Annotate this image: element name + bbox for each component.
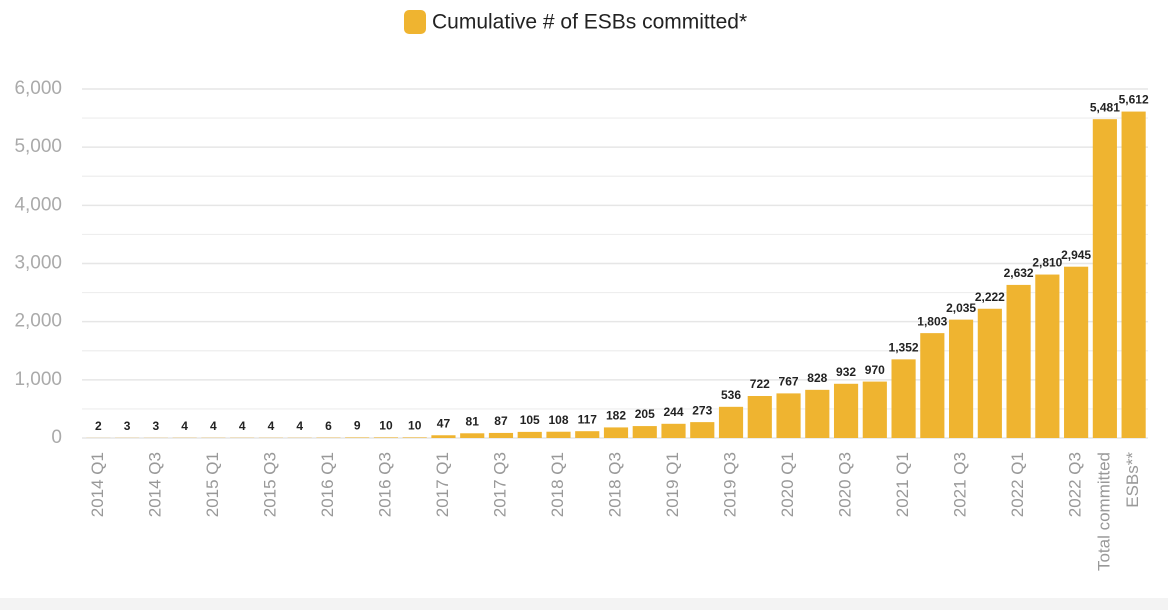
x-tick-label: 2017 Q1 bbox=[433, 452, 452, 517]
x-tick-label: 2015 Q1 bbox=[203, 452, 222, 517]
value-label: 81 bbox=[466, 414, 480, 428]
bar bbox=[718, 406, 744, 438]
bar bbox=[949, 319, 974, 438]
value-label: 4 bbox=[239, 419, 246, 433]
bar bbox=[805, 389, 830, 438]
y-tick-label: 6,000 bbox=[14, 78, 62, 99]
value-label: 2,035 bbox=[946, 301, 976, 315]
value-label: 2,810 bbox=[1032, 256, 1062, 270]
value-label: 2,632 bbox=[1004, 266, 1034, 280]
value-label: 828 bbox=[807, 371, 827, 385]
bar bbox=[1121, 111, 1146, 438]
bar bbox=[373, 437, 399, 438]
bar bbox=[546, 431, 571, 438]
bar bbox=[1064, 266, 1089, 438]
value-label: 536 bbox=[721, 388, 741, 402]
value-label: 273 bbox=[692, 403, 712, 417]
bar bbox=[891, 359, 916, 438]
x-tick-label: 2021 Q1 bbox=[893, 452, 912, 517]
value-label: 3 bbox=[124, 419, 131, 433]
value-label: 205 bbox=[635, 407, 655, 421]
x-tick-label: 2022 Q3 bbox=[1066, 452, 1085, 517]
x-tick-label: 2016 Q3 bbox=[375, 452, 394, 517]
x-tick-label: 2014 Q3 bbox=[145, 452, 164, 517]
bar bbox=[575, 431, 600, 438]
value-label: 1,352 bbox=[889, 341, 919, 355]
bar bbox=[747, 396, 772, 438]
value-label: 5,612 bbox=[1119, 93, 1149, 107]
footer-band bbox=[0, 598, 1168, 610]
bar bbox=[1006, 284, 1031, 438]
bar bbox=[1092, 119, 1117, 438]
value-label: 117 bbox=[578, 412, 598, 426]
x-tick-label: 2017 Q3 bbox=[490, 452, 509, 517]
bar bbox=[776, 393, 801, 438]
x-tick-label: 2018 Q1 bbox=[548, 452, 567, 517]
y-tick-label: 2,000 bbox=[14, 311, 62, 332]
value-label: 4 bbox=[210, 419, 217, 433]
legend-label: Cumulative # of ESBs committed* bbox=[432, 11, 747, 34]
bar bbox=[661, 423, 686, 438]
x-tick-label: ESBs** bbox=[1123, 452, 1142, 508]
y-tick-label: 3,000 bbox=[14, 253, 62, 274]
bar bbox=[690, 422, 715, 438]
value-label: 1,803 bbox=[917, 314, 947, 328]
bar bbox=[517, 431, 542, 438]
bar bbox=[833, 383, 859, 438]
y-tick-label: 0 bbox=[51, 427, 62, 448]
value-label: 767 bbox=[779, 375, 799, 389]
x-tick-label: 2021 Q3 bbox=[951, 452, 970, 517]
value-label: 108 bbox=[548, 413, 568, 427]
value-label: 47 bbox=[437, 416, 451, 430]
value-label: 244 bbox=[663, 405, 683, 419]
value-label: 87 bbox=[494, 414, 508, 428]
value-label: 2,945 bbox=[1061, 248, 1091, 262]
value-label: 932 bbox=[836, 365, 856, 379]
bar bbox=[603, 427, 629, 438]
x-tick-label: 2022 Q1 bbox=[1008, 452, 1027, 517]
x-tick-label: Total committed bbox=[1094, 452, 1113, 571]
x-tick-label: 2019 Q1 bbox=[663, 452, 682, 517]
x-tick-label: 2020 Q1 bbox=[778, 452, 797, 517]
bar bbox=[977, 308, 1002, 438]
value-label: 6 bbox=[325, 419, 332, 433]
x-tick-label: 2019 Q3 bbox=[721, 452, 740, 517]
value-label: 182 bbox=[606, 409, 626, 423]
value-label: 3 bbox=[153, 419, 160, 433]
value-label: 722 bbox=[750, 377, 770, 391]
bar bbox=[488, 432, 514, 438]
value-label: 970 bbox=[865, 363, 885, 377]
bar bbox=[460, 433, 485, 438]
value-label: 10 bbox=[408, 419, 422, 433]
x-tick-label: 2015 Q3 bbox=[260, 452, 279, 517]
value-label: 4 bbox=[296, 419, 303, 433]
value-label: 2 bbox=[95, 419, 102, 433]
bar bbox=[920, 333, 945, 438]
value-label: 9 bbox=[354, 419, 361, 433]
value-label: 2,222 bbox=[975, 290, 1005, 304]
value-label: 4 bbox=[181, 419, 188, 433]
bar bbox=[402, 437, 427, 438]
x-tick-label: 2016 Q1 bbox=[318, 452, 337, 517]
y-tick-label: 1,000 bbox=[14, 369, 62, 390]
y-tick-label: 5,000 bbox=[14, 136, 62, 157]
bar bbox=[1035, 274, 1060, 438]
value-label: 10 bbox=[379, 419, 393, 433]
bar bbox=[345, 437, 370, 438]
value-label: 5,481 bbox=[1090, 100, 1120, 114]
x-tick-label: 2020 Q3 bbox=[836, 452, 855, 517]
x-tick-label: 2014 Q1 bbox=[88, 452, 107, 517]
x-tick-label: 2018 Q3 bbox=[605, 452, 624, 517]
legend-swatch bbox=[404, 10, 426, 34]
bar bbox=[431, 435, 456, 438]
bar bbox=[862, 381, 887, 438]
bar bbox=[632, 426, 657, 438]
y-tick-label: 4,000 bbox=[14, 194, 62, 215]
value-label: 105 bbox=[520, 413, 540, 427]
value-label: 4 bbox=[268, 419, 275, 433]
